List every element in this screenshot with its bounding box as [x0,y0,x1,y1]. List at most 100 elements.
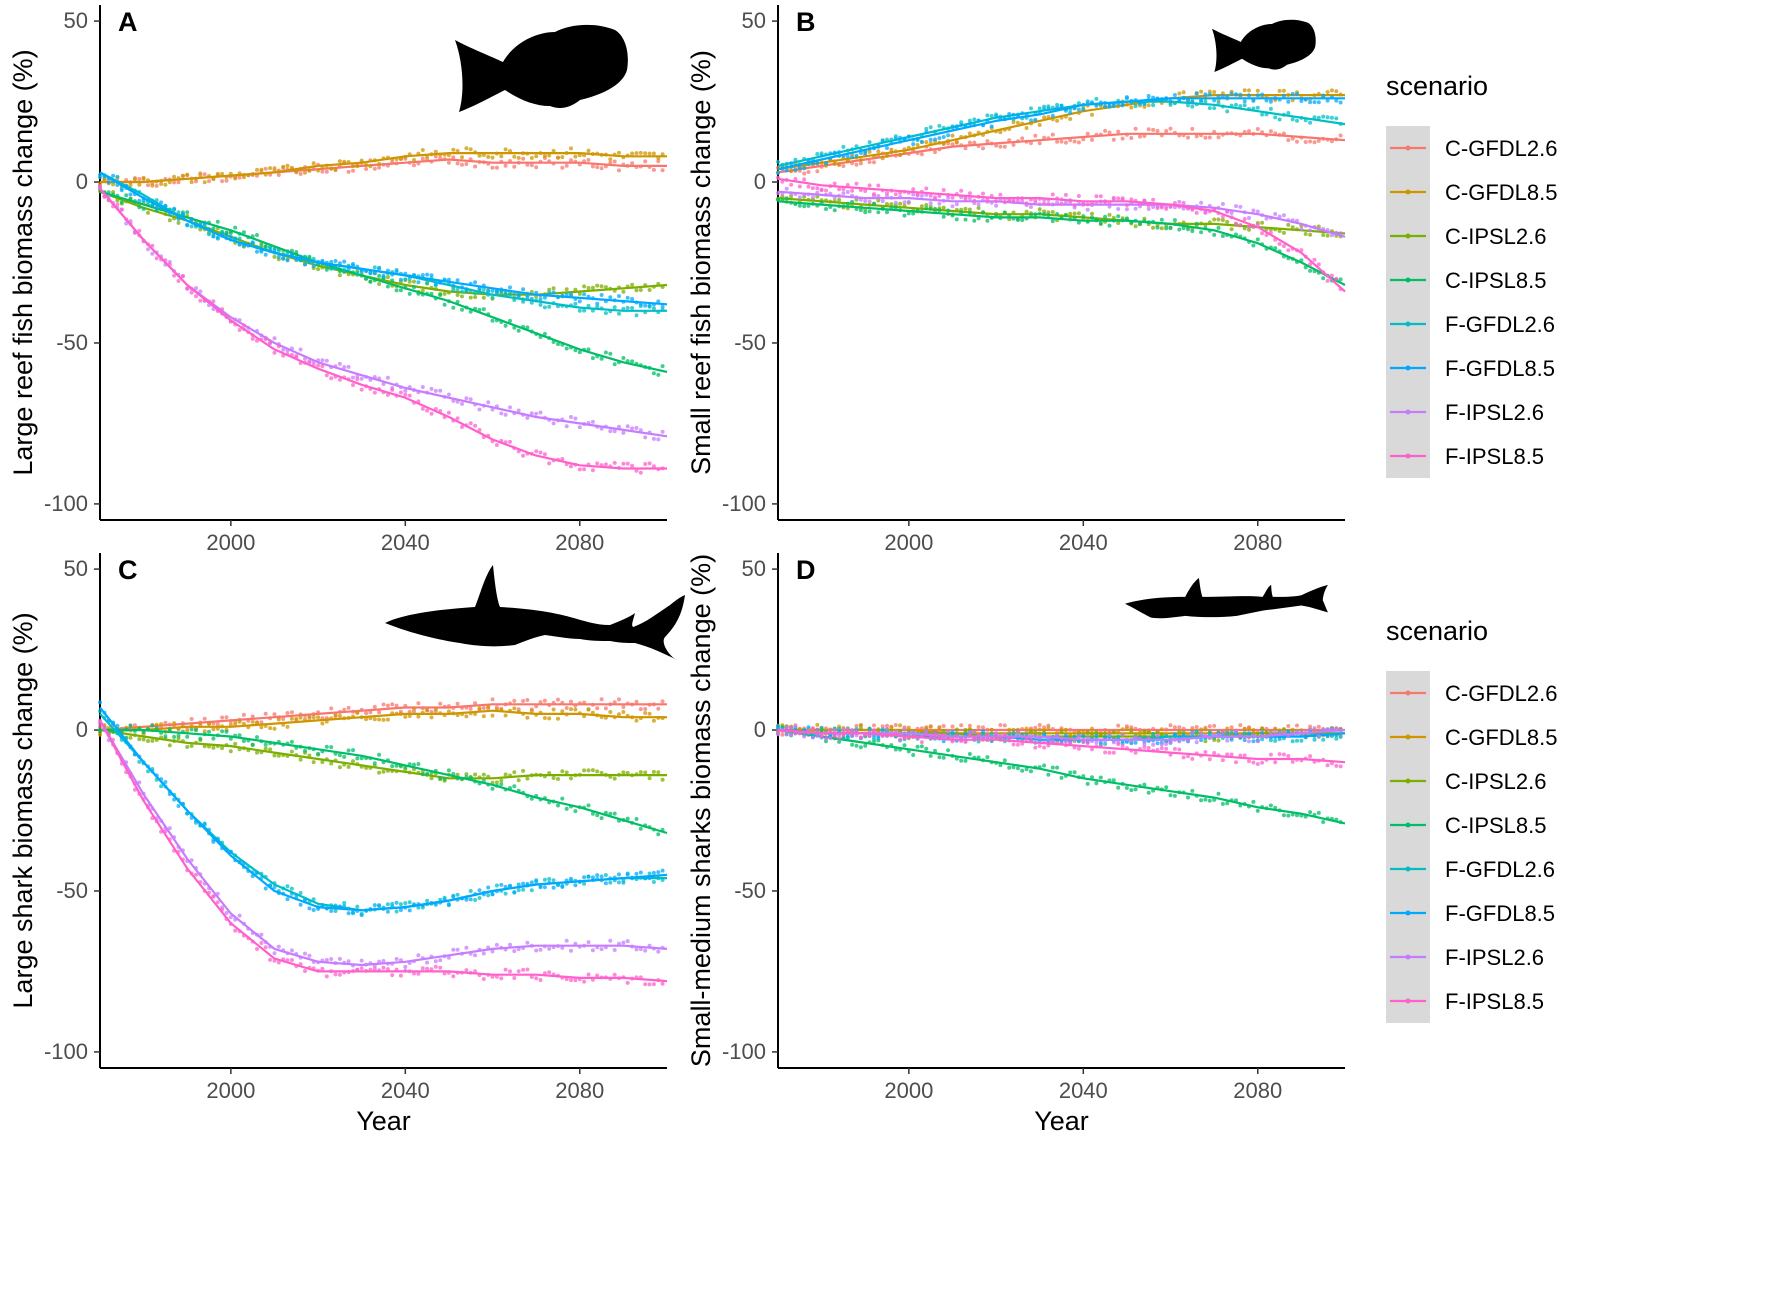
data-point [1090,731,1094,735]
data-point [643,707,648,711]
data-point [1063,200,1068,205]
data-point [176,210,181,215]
y-tick-label: 50 [64,556,88,581]
data-point [1229,730,1234,735]
data-point [625,424,630,429]
data-point [215,722,220,727]
data-point [455,278,460,283]
data-point [1007,736,1012,740]
data-point [1281,131,1286,136]
data-point [564,806,569,811]
data-point [1007,765,1012,770]
data-point [189,727,194,732]
data-point [967,140,972,145]
data-point [656,299,661,304]
data-point [1076,734,1081,739]
data-point [416,905,421,910]
data-point [789,725,794,730]
data-point [850,188,855,193]
data-point [329,266,334,271]
data-point [784,732,789,736]
data-point [560,709,565,714]
data-point [525,325,530,330]
data-point [582,308,587,313]
data-point [1046,201,1051,206]
legend-label: F-GFDL2.6 [1445,312,1555,337]
data-point [1181,733,1186,738]
data-point [1124,207,1129,212]
data-point [508,318,512,323]
data-point [880,199,885,204]
data-point [1290,136,1295,141]
data-point [1260,92,1265,97]
data-point [1059,775,1064,780]
data-point [1103,104,1108,109]
data-point [1220,202,1225,206]
data-point [132,177,137,182]
data-point [1059,201,1064,206]
data-point [1076,107,1081,112]
data-point [902,213,907,218]
data-point [416,971,421,976]
data-point [837,150,842,155]
data-point [1142,729,1147,734]
data-point [263,945,268,950]
data-point [1177,227,1182,232]
data-point [285,711,290,715]
panel-letter: B [796,7,816,37]
data-point [167,826,172,831]
data-point [832,734,837,739]
data-point [508,292,512,297]
data-point [1177,91,1182,96]
data-point [1295,738,1299,743]
data-point [928,206,933,211]
data-point [390,387,395,392]
data-point [346,748,351,753]
data-point [241,712,246,717]
data-point [473,295,478,300]
data-point [98,700,102,705]
data-point [634,817,639,821]
data-point [263,742,268,747]
data-point [486,704,491,709]
data-point [377,770,382,775]
data-point [1042,115,1047,120]
data-point [1229,752,1234,757]
data-point [460,162,464,167]
data-point [154,726,159,731]
data-point [394,909,399,914]
data-point [1260,760,1265,765]
data-point [1085,202,1090,207]
data-point [272,753,277,758]
data-point [854,153,859,158]
data-point [503,967,508,972]
data-point [824,207,828,211]
data-point [837,736,842,741]
data-point [569,776,573,781]
data-point [595,769,600,774]
data-point [1050,765,1055,770]
data-point [420,406,425,411]
data-point [180,274,185,278]
data-point [368,279,373,284]
data-point [1203,135,1208,140]
data-point [98,184,102,189]
data-point [1068,117,1073,121]
data-point [233,928,238,933]
data-point [1299,227,1304,231]
reef-fish-icon [455,24,628,112]
data-point [390,973,395,978]
data-point [863,743,868,748]
data-point [1072,770,1077,775]
data-point [534,878,539,883]
data-point [351,375,355,380]
data-point [1159,742,1164,747]
data-point [303,262,307,267]
data-point [1308,262,1313,267]
data-point [1094,194,1099,199]
data-point [473,280,478,285]
data-point [630,359,635,364]
data-point [898,723,903,728]
data-point [542,331,547,336]
